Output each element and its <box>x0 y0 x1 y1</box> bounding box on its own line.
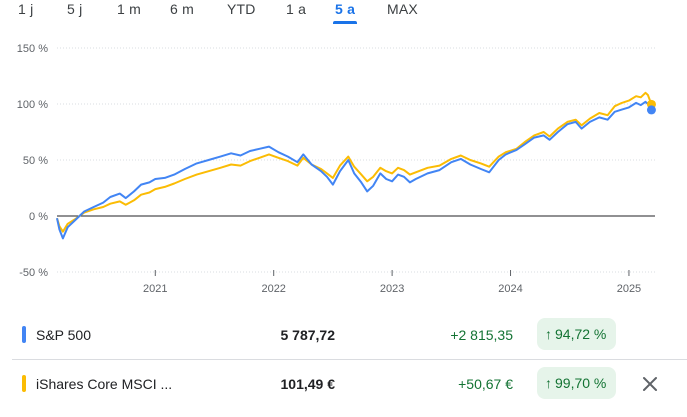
percent-change-badge: ↑ 94,72 % <box>537 318 617 350</box>
range-tab-max[interactable]: MAX <box>387 1 418 17</box>
y-tick-label: 150 % <box>17 43 48 55</box>
percent-change-value: 99,70 % <box>555 375 607 391</box>
instrument-price: 5 787,72 <box>280 327 336 343</box>
series-color-swatch <box>22 326 26 343</box>
x-tick-label: 2023 <box>380 283 404 295</box>
range-tab-ytd[interactable]: YTD <box>227 1 256 17</box>
series-color-swatch <box>22 375 26 392</box>
range-tab-1m[interactable]: 1 m <box>117 1 141 17</box>
range-tab-5y[interactable]: 5 a <box>332 1 358 24</box>
range-tab-1y[interactable]: 1 a <box>286 1 307 17</box>
y-tick-label: 100 % <box>17 99 48 111</box>
percent-change-badge: ↑ 99,70 % <box>537 367 617 399</box>
y-tick-label: 0 % <box>29 211 48 223</box>
y-tick-label: -50 % <box>19 267 48 279</box>
list-item[interactable]: iShares Core MSCI ... 101,49 € +50,67 € … <box>0 364 687 404</box>
arrow-up-icon: ↑ <box>545 326 552 342</box>
comparison-chart: 150 % 100 % 50 % 0 % -50 % 2021 2022 2023 2024 20… <box>17 43 656 295</box>
row-divider <box>12 359 687 360</box>
list-item[interactable]: S&P 500 5 787,72 +2 815,35 ↑ 94,72 % <box>0 315 687 360</box>
range-tab-6m[interactable]: 6 m <box>170 1 194 17</box>
instrument-price: 101,49 € <box>280 376 336 392</box>
x-tick-label: 2025 <box>617 283 641 295</box>
range-tab-1d[interactable]: 1 j <box>18 1 34 17</box>
instrument-change: +50,67 € <box>458 376 513 392</box>
percent-change-value: 94,72 % <box>555 326 607 342</box>
x-tick-label: 2021 <box>143 283 167 295</box>
close-icon[interactable] <box>638 372 662 396</box>
series-line-ishares <box>56 91 653 233</box>
x-tick-label: 2022 <box>261 283 285 295</box>
range-tab-5d[interactable]: 5 j <box>67 1 83 17</box>
series-line-sp500 <box>56 100 653 240</box>
series-end-point <box>646 105 656 115</box>
arrow-up-icon: ↑ <box>545 375 552 391</box>
x-tick-label: 2024 <box>498 283 522 295</box>
instrument-change: +2 815,35 <box>450 327 513 343</box>
y-tick-label: 50 % <box>23 155 48 167</box>
instrument-name: S&P 500 <box>36 327 92 343</box>
instrument-name: iShares Core MSCI ... <box>36 376 173 392</box>
